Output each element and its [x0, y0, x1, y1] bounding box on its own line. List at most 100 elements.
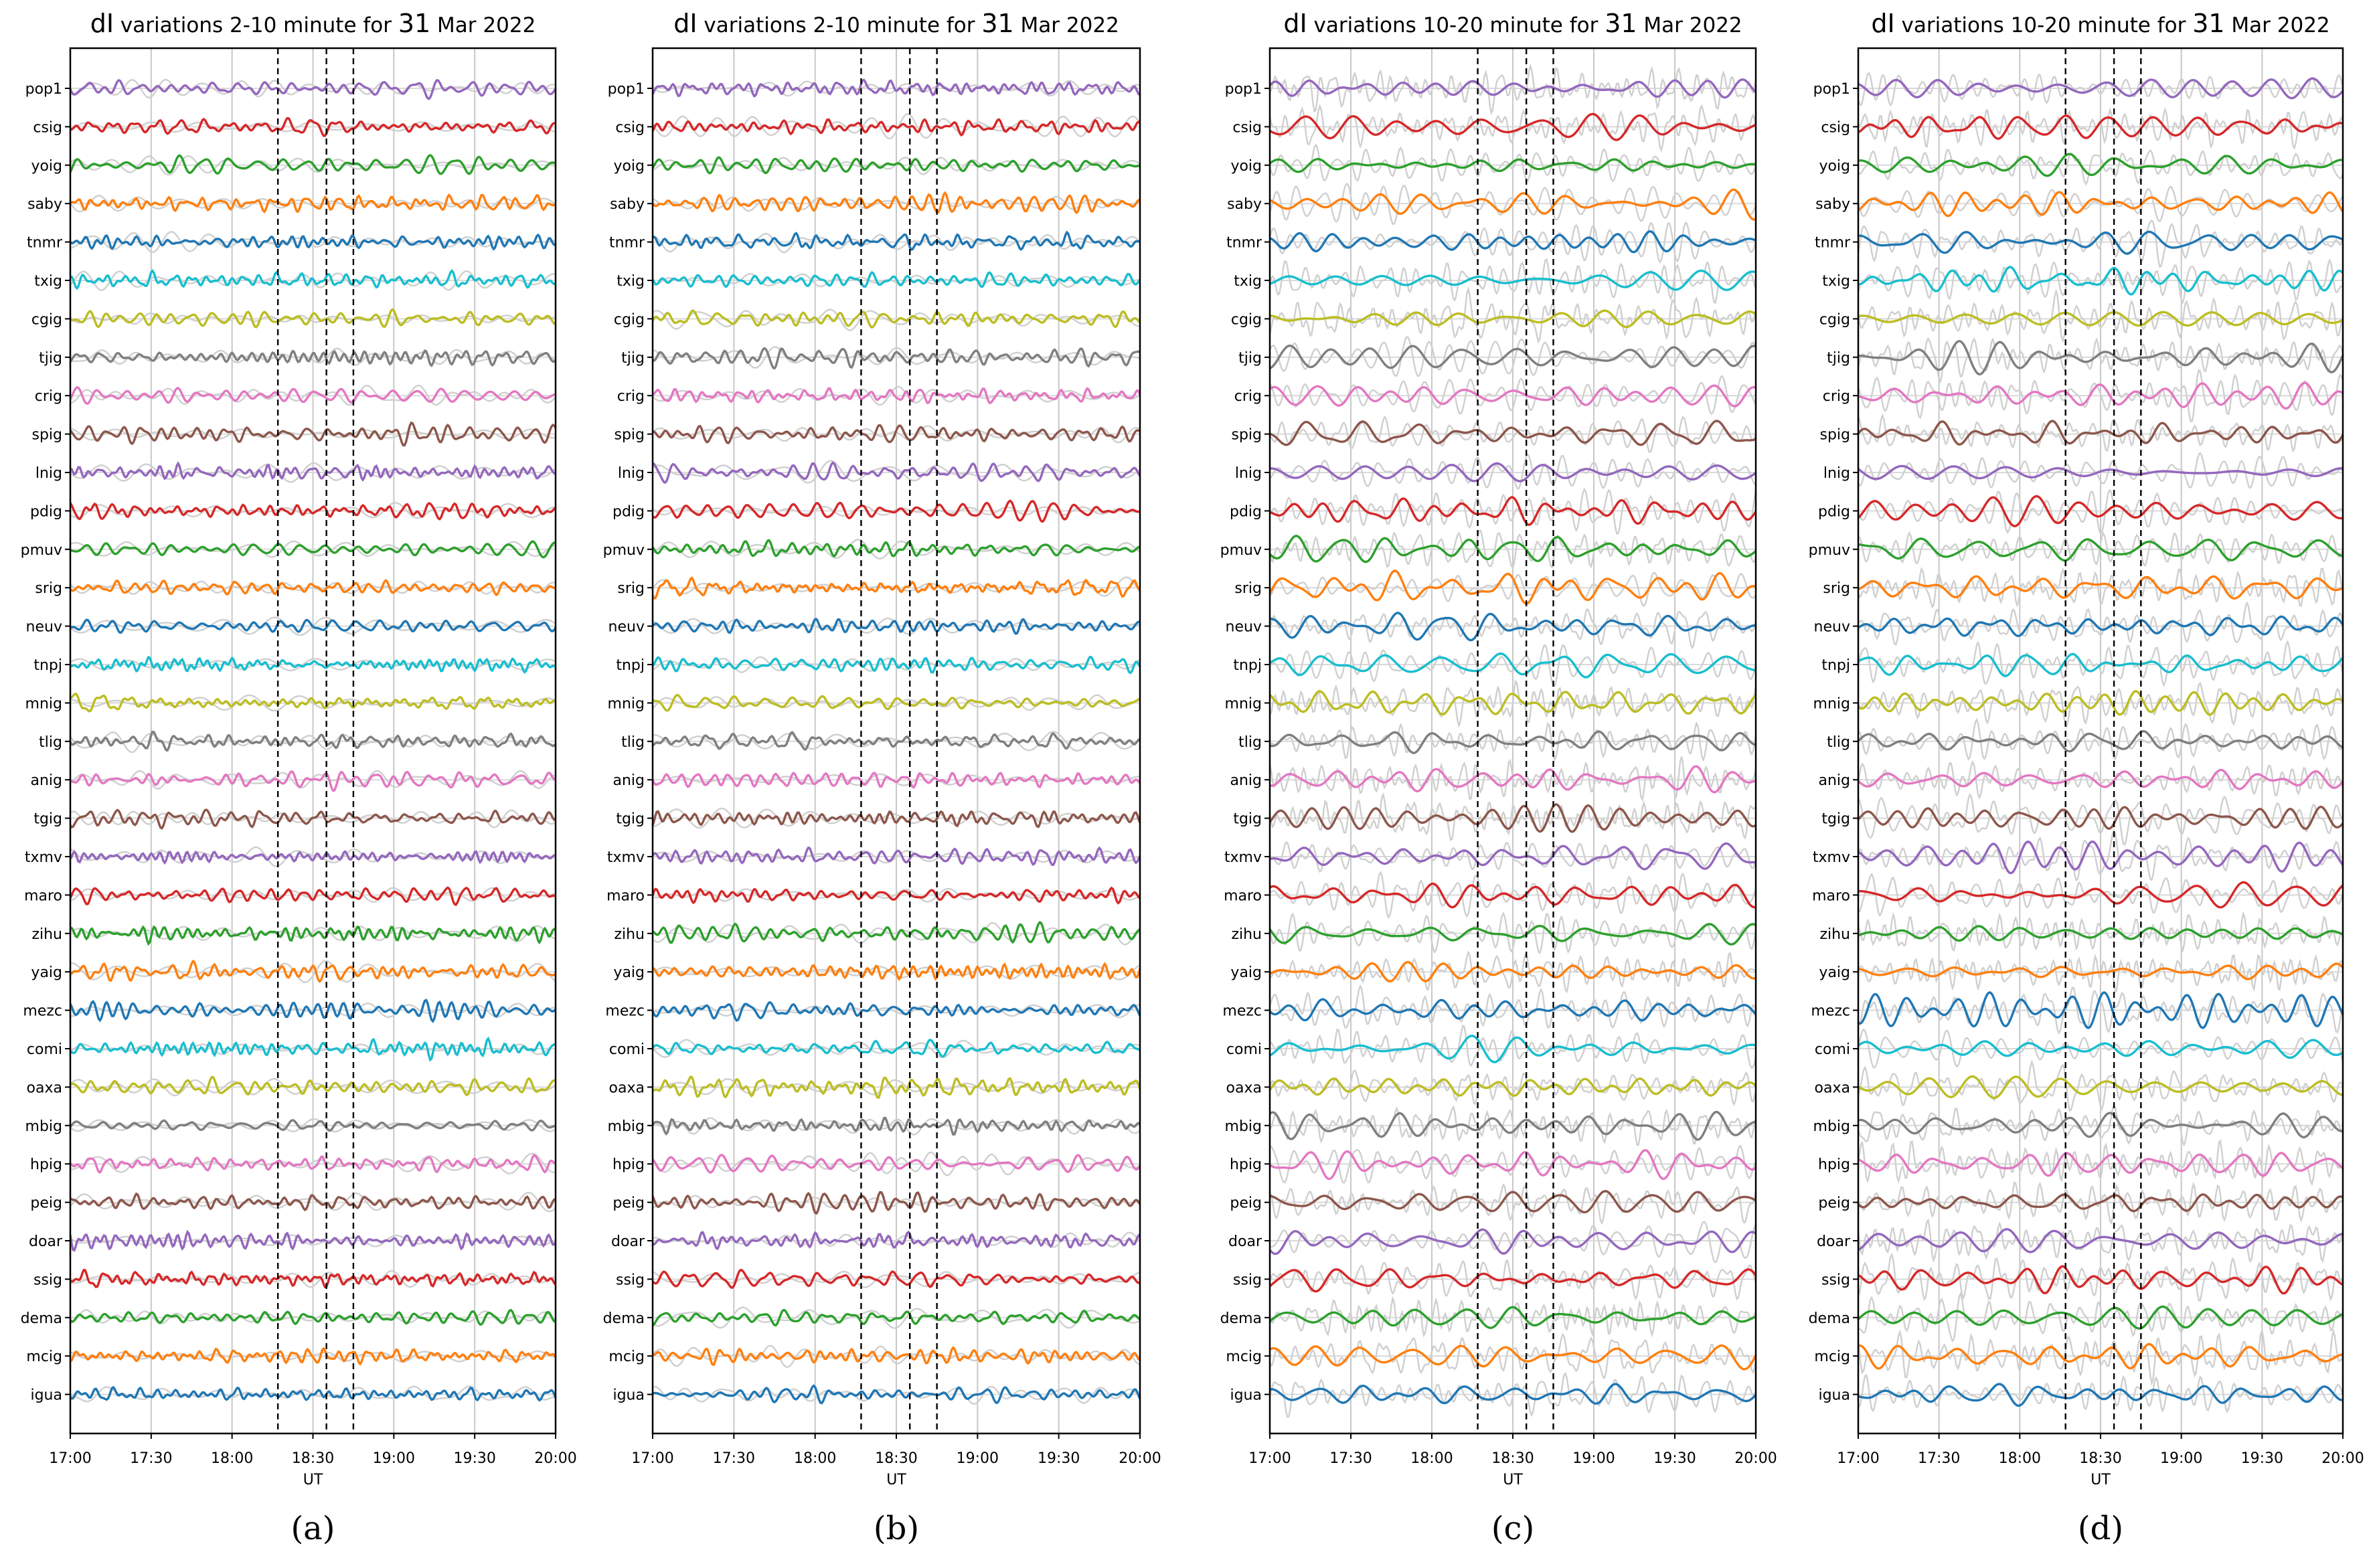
trace-peig: [1269, 1190, 1756, 1214]
station-label-comi: comi: [27, 1041, 62, 1058]
station-label-neuv: neuv: [1814, 619, 1850, 636]
station-label-saby: saby: [610, 196, 645, 213]
trace-shadow-mezc: [1268, 984, 1757, 1029]
station-label-txmv: txmv: [1813, 849, 1850, 866]
trace-srig: [1268, 570, 1756, 605]
station-label-saby: saby: [1815, 196, 1850, 213]
trace-cgig: [1858, 311, 2344, 327]
trace-yaig: [1858, 962, 2344, 980]
station-label-crig: crig: [617, 388, 645, 405]
trace-saby: [651, 191, 1141, 215]
station-label-mezc: mezc: [1811, 1003, 1850, 1020]
panel-b: dI variations 2-10 minute for 31 Mar 202…: [603, 9, 1161, 1547]
station-label-txmv: txmv: [1224, 849, 1262, 866]
station-label-tjig: tjig: [621, 350, 645, 367]
station-label-ssig: ssig: [616, 1272, 645, 1288]
panel-title: dI variations 2-10 minute for 31 Mar 202…: [673, 9, 1119, 38]
station-label-txmv: txmv: [607, 849, 645, 866]
trace-hpig: [1858, 1152, 2344, 1177]
x-tick-label: 17:30: [1329, 1450, 1372, 1467]
x-tick-label: 17:00: [1837, 1450, 1879, 1467]
station-label-mnig: mnig: [608, 695, 645, 712]
trace-oaxa: [652, 1075, 1141, 1099]
trace-tgig: [1857, 805, 2344, 831]
trace-shadow-tgig: [652, 807, 1141, 829]
station-label-igua: igua: [612, 1387, 645, 1404]
station-label-oaxa: oaxa: [27, 1079, 62, 1096]
station-label-cgig: cgig: [1231, 311, 1262, 328]
station-label-tnpj: tnpj: [1821, 657, 1850, 674]
trace-crig: [69, 385, 556, 405]
station-label-csig: csig: [1232, 119, 1262, 136]
station-label-peig: peig: [1230, 1195, 1262, 1212]
trace-pmuv: [1268, 535, 1756, 563]
x-tick-label: 18:30: [875, 1450, 917, 1467]
trace-pdig: [1269, 496, 1757, 526]
panel-title: dI variations 10-20 minute for 31 Mar 20…: [1283, 9, 1742, 38]
station-label-tgig: tgig: [1233, 811, 1262, 828]
trace-pdig: [651, 499, 1141, 523]
station-label-ssig: ssig: [1233, 1272, 1262, 1288]
trace-crig: [1268, 384, 1756, 408]
trace-spig: [1269, 420, 1756, 446]
trace-shadow-tjig: [1268, 335, 1757, 377]
trace-comi: [1269, 1035, 1756, 1063]
trace-mnig: [1268, 690, 1757, 716]
trace-shadow-ssig: [70, 1270, 556, 1288]
trace-shadow-yaig: [1857, 954, 2344, 994]
station-label-maro: maro: [24, 887, 62, 904]
station-label-neuv: neuv: [26, 619, 62, 636]
trace-mbig: [1268, 1110, 1756, 1141]
station-label-lnig: lnig: [1823, 465, 1850, 482]
trace-mcig: [1858, 1342, 2344, 1370]
station-label-anig: anig: [1818, 772, 1850, 789]
trace-spig: [69, 421, 557, 447]
trace-mnig: [70, 692, 556, 713]
x-tick-label: 19:00: [373, 1450, 415, 1467]
trace-spig: [652, 424, 1141, 444]
trace-tnpj: [70, 655, 557, 674]
trace-shadow-tlig: [652, 731, 1141, 752]
trace-shadow-tnmr: [1857, 220, 2344, 268]
trace-shadow-txmv: [1269, 841, 1757, 873]
station-label-saby: saby: [1227, 196, 1262, 213]
trace-csig: [1858, 114, 2344, 141]
trace-shadow-anig: [70, 770, 556, 790]
trace-mezc: [651, 1001, 1141, 1022]
panel-a: dI variations 2-10 minute for 31 Mar 202…: [21, 9, 577, 1547]
x-tick-label: 18:30: [1491, 1450, 1534, 1467]
trace-shadow-saby: [652, 195, 1141, 212]
station-label-hpig: hpig: [30, 1156, 62, 1173]
station-label-pop1: pop1: [1813, 81, 1850, 98]
x-tick-label: 19:30: [2241, 1450, 2283, 1467]
station-label-oaxa: oaxa: [609, 1079, 645, 1096]
station-label-pdig: pdig: [30, 503, 62, 520]
station-label-tjig: tjig: [1827, 350, 1850, 367]
trace-hpig: [69, 1154, 556, 1174]
station-label-tnmr: tnmr: [27, 235, 63, 252]
trace-shadow-igua: [652, 1385, 1141, 1405]
station-label-csig: csig: [615, 119, 645, 136]
trace-shadow-dema: [652, 1306, 1141, 1329]
x-tick-label: 17:00: [49, 1450, 91, 1467]
station-label-dema: dema: [21, 1310, 62, 1327]
station-label-txig: txig: [34, 273, 62, 290]
station-label-peig: peig: [30, 1195, 62, 1212]
trace-shadow-txig: [1268, 258, 1757, 304]
trace-lnig: [1269, 462, 1756, 483]
trace-tlig: [1269, 730, 1756, 754]
trace-yoig: [1858, 153, 2344, 177]
station-label-srig: srig: [35, 580, 62, 597]
station-label-oaxa: oaxa: [1815, 1079, 1850, 1096]
station-label-txig: txig: [1234, 273, 1262, 290]
station-label-hpig: hpig: [1818, 1156, 1850, 1173]
trace-ssig: [1268, 1268, 1757, 1293]
trace-igua: [1269, 1383, 1757, 1405]
trace-txig: [1269, 269, 1756, 291]
x-tick-label: 18:30: [292, 1450, 334, 1467]
trace-pop1: [1268, 78, 1757, 99]
trace-tlig: [1857, 729, 2344, 753]
station-label-csig: csig: [33, 119, 62, 136]
station-label-comi: comi: [1815, 1041, 1850, 1058]
trace-tgig: [651, 810, 1141, 829]
